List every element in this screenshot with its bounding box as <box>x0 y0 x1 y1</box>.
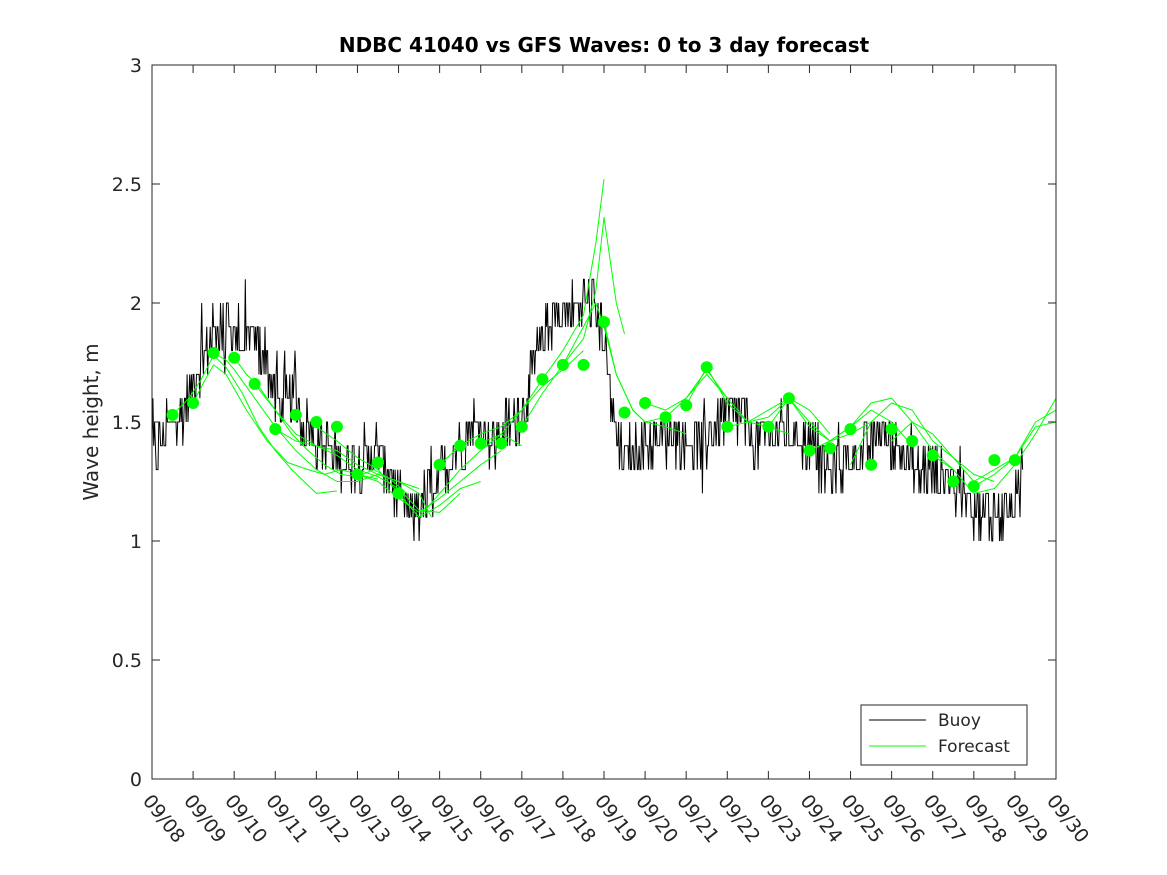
forecast-point <box>536 373 549 386</box>
data-layer <box>152 179 1056 542</box>
y-tick-label: 1.5 <box>112 412 142 434</box>
forecast-point <box>495 437 508 450</box>
forecast-point <box>187 397 200 409</box>
forecast-point <box>844 423 857 436</box>
forecast-run-line <box>850 402 995 482</box>
forecast-point <box>618 406 631 419</box>
forecast-run-line <box>172 354 337 494</box>
y-tick-label: 0.5 <box>112 650 142 672</box>
forecast-point <box>803 444 816 457</box>
forecast-point <box>865 458 878 471</box>
forecast-point <box>988 454 1001 467</box>
forecast-point <box>598 316 610 328</box>
forecast-point <box>639 397 652 409</box>
forecast-point <box>906 435 919 447</box>
plot-area <box>152 65 1056 779</box>
forecast-run-line <box>192 364 379 480</box>
forecast-point <box>289 408 302 421</box>
forecast-point <box>207 347 220 359</box>
forecast-point <box>330 420 343 433</box>
buoy-series-line <box>152 278 1024 542</box>
forecast-point <box>372 456 384 469</box>
forecast-point <box>885 423 898 436</box>
forecast-point <box>556 358 569 371</box>
forecast-point <box>824 442 836 455</box>
forecast-run-line <box>254 383 432 518</box>
legend-buoy-label: Buoy <box>938 711 981 731</box>
forecast-point <box>269 423 282 436</box>
forecast-run-line <box>480 179 605 444</box>
forecast-point <box>947 475 960 488</box>
forecast-run-line <box>727 397 872 442</box>
y-tick-label: 2.5 <box>112 174 142 196</box>
forecast-point <box>515 420 528 433</box>
y-tick-label: 2 <box>130 293 142 315</box>
forecast-point <box>351 468 364 481</box>
y-tick-label: 0 <box>130 769 142 791</box>
forecast-point <box>433 458 446 471</box>
legend-box <box>860 704 1028 766</box>
forecast-point <box>926 449 939 462</box>
forecast-point <box>392 487 405 500</box>
forecast-point <box>454 439 467 452</box>
forecast-point <box>967 480 980 493</box>
chart-title: NDBC 41040 vs GFS Waves: 0 to 3 day fore… <box>339 33 870 57</box>
forecast-point <box>659 411 672 424</box>
forecast-point <box>474 437 487 450</box>
legend-forecast-label: Forecast <box>938 737 1010 757</box>
forecast-point <box>310 416 323 428</box>
forecast-run-line <box>685 366 831 435</box>
forecast-point <box>680 399 693 412</box>
legend: Buoy Forecast <box>860 704 1028 766</box>
forecast-point <box>762 420 775 433</box>
y-axis-label: Wave height, m <box>79 343 103 500</box>
forecast-point <box>1008 454 1021 467</box>
forecast-point <box>166 408 179 421</box>
forecast-run-line <box>809 397 954 470</box>
forecast-point <box>782 392 795 405</box>
forecast-point <box>228 351 241 364</box>
forecast-point <box>577 358 590 371</box>
forecast-point <box>248 377 261 390</box>
forecast-point <box>721 420 734 433</box>
forecast-point <box>700 361 713 374</box>
y-tick-label: 3 <box>130 55 142 77</box>
y-tick-label: 1 <box>130 531 142 553</box>
forecast-run-line <box>932 397 1056 494</box>
